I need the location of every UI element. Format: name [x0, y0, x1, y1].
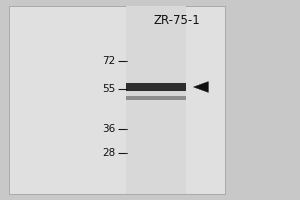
- Text: ZR-75-1: ZR-75-1: [154, 14, 200, 27]
- Text: —: —: [117, 84, 128, 94]
- Text: —: —: [117, 56, 128, 66]
- Text: 28: 28: [102, 148, 116, 158]
- Bar: [9, 6, 225, 194]
- Polygon shape: [194, 82, 208, 92]
- Bar: [126, 6, 186, 194]
- Text: 36: 36: [102, 124, 116, 134]
- Text: 72: 72: [102, 56, 116, 66]
- Bar: [126, 96, 186, 100]
- Text: —: —: [117, 148, 128, 158]
- Text: 55: 55: [102, 84, 116, 94]
- Text: —: —: [117, 124, 128, 134]
- Bar: [126, 83, 186, 91]
